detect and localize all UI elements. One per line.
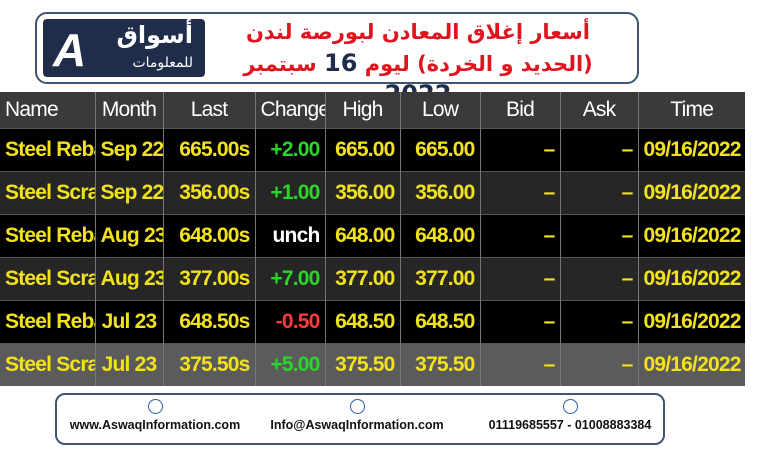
cell: – (479, 214, 560, 258)
column-header: Ask (559, 92, 638, 129)
cell: 375.50 (324, 343, 400, 386)
cell: – (559, 300, 638, 344)
cell: 648.50s (162, 300, 255, 344)
footer-email: Info@AswaqInformation.com (267, 399, 447, 432)
cell: -0.50 (254, 300, 325, 344)
phone: 01119685557 - 01008883384 (488, 418, 652, 432)
cell: 356.00s (162, 171, 255, 215)
cell: – (559, 171, 638, 215)
table-row: Steel ScrapJul 23375.50s+5.00375.50375.5… (0, 343, 745, 386)
column-header: Month (94, 92, 163, 129)
cell: Steel Scrap (0, 343, 95, 386)
cell: +7.00 (254, 257, 325, 301)
logo-name: أسواق (116, 21, 193, 49)
column-header: Last (162, 92, 255, 129)
cell: 377.00 (324, 257, 400, 301)
cell: – (559, 257, 638, 301)
cell: – (479, 128, 560, 172)
cell: Sep 22 (94, 128, 163, 172)
email: Info@AswaqInformation.com (270, 418, 444, 432)
cell: – (559, 128, 638, 172)
header-row: Name Month Last Change High Low Bid Ask Time (0, 92, 745, 129)
cell: Steel Rebar (0, 128, 95, 172)
logo-tagline: للمعلومات (132, 55, 193, 71)
cell: Steel Rebar (0, 300, 95, 344)
cell: 356.00 (399, 171, 480, 215)
cell: 09/16/2022 (637, 300, 745, 344)
cell: Steel Scrap (0, 257, 95, 301)
column-header: Bid (479, 92, 560, 129)
cell: 09/16/2022 (637, 343, 745, 386)
table-row: Steel ScrapAug 23377.00s+7.00377.00377.0… (0, 257, 745, 301)
cell: 648.00 (324, 214, 400, 258)
cell: 09/16/2022 (637, 257, 745, 301)
cell: 375.50 (399, 343, 480, 386)
column-header: Name (0, 92, 95, 129)
subtitle-part: (الحديد و الخردة) (417, 52, 593, 76)
cell: +1.00 (254, 171, 325, 215)
price-table: Name Month Last Change High Low Bid Ask Time Ste… (0, 92, 745, 386)
cell: 356.00 (324, 171, 400, 215)
website: www.AswaqInformation.com (69, 418, 241, 432)
cell: Steel Rebar (0, 214, 95, 258)
cell: 377.00s (162, 257, 255, 301)
table-row: Steel RebarJul 23648.50s-0.50648.50648.5… (0, 300, 745, 344)
cell: – (559, 214, 638, 258)
cell: – (479, 257, 560, 301)
cell: 665.00s (162, 128, 255, 172)
cell: 377.00 (399, 257, 480, 301)
cell: – (479, 343, 560, 386)
cell: – (559, 343, 638, 386)
cell: 09/16/2022 (637, 214, 745, 258)
cell: Aug 23 (94, 214, 163, 258)
cell: Sep 22 (94, 171, 163, 215)
cell: +2.00 (254, 128, 325, 172)
logo: A أسواق للمعلومات (43, 19, 205, 77)
cell: Jul 23 (94, 343, 163, 386)
table-row: Steel RebarAug 23648.00sunch648.00648.00… (0, 214, 745, 258)
column-header: High (324, 92, 400, 129)
cell: +5.00 (254, 343, 325, 386)
title: أسعار إغلاق المعادن لبورصة لندن (245, 20, 591, 44)
cell: 09/16/2022 (637, 171, 745, 215)
cell: unch (254, 214, 325, 258)
cell: 648.00s (162, 214, 255, 258)
subtitle-part: 16 (324, 49, 358, 77)
table-row: Steel RebarSep 22665.00s+2.00665.00665.0… (0, 128, 745, 172)
cell: Jul 23 (94, 300, 163, 344)
subtitle-part: ليوم (364, 52, 410, 76)
subtitle-part: سبتمبر (243, 52, 317, 76)
column-header: Low (399, 92, 480, 129)
header-box: A أسواق للمعلومات أسعار إغلاق المعادن لب… (35, 12, 639, 108)
column-header: Time (637, 92, 745, 129)
cell: 09/16/2022 (637, 128, 745, 172)
cell: Steel Scrap (0, 171, 95, 215)
cell: 648.50 (324, 300, 400, 344)
footer-box: www.AswaqInformation.com Info@AswaqInfor… (55, 393, 665, 445)
cell: 648.50 (399, 300, 480, 344)
table-row: Steel ScrapSep 22356.00s+1.00356.00356.0… (0, 171, 745, 215)
cell: 665.00 (399, 128, 480, 172)
footer-website: www.AswaqInformation.com (65, 399, 245, 432)
cell: Aug 23 (94, 257, 163, 301)
logo-mark: A (53, 24, 87, 76)
cell: – (479, 300, 560, 344)
cell: – (479, 171, 560, 215)
cell: 665.00 (324, 128, 400, 172)
column-header: Change (254, 92, 325, 129)
cell: 375.50s (162, 343, 255, 386)
footer-phone: 01119685557 - 01008883384 (477, 399, 663, 432)
cell: 648.00 (399, 214, 480, 258)
